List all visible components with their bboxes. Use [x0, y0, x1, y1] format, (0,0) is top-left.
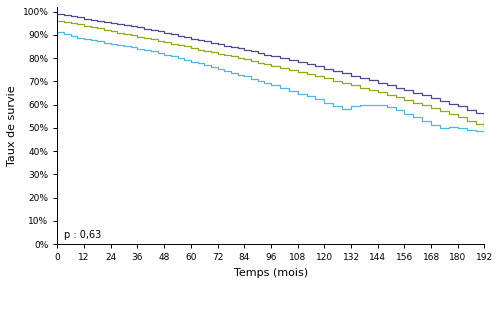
0	[322, 67, 328, 70]
2	[214, 67, 220, 71]
Legend: 0, 1, 2: 0, 1, 2	[184, 309, 358, 313]
1	[54, 19, 60, 23]
1	[154, 39, 160, 43]
1	[214, 52, 220, 56]
1	[482, 127, 488, 131]
1	[74, 23, 80, 26]
Y-axis label: Taux de survie: Taux de survie	[7, 85, 17, 166]
0	[74, 16, 80, 19]
0	[330, 69, 336, 73]
0	[154, 29, 160, 33]
2	[482, 128, 488, 132]
2	[68, 34, 73, 38]
2	[322, 101, 328, 105]
2	[74, 36, 80, 39]
1	[330, 79, 336, 83]
0	[54, 12, 60, 16]
0	[214, 42, 220, 46]
Line: 2: 2	[58, 32, 484, 131]
0	[68, 15, 73, 18]
2	[330, 104, 336, 107]
2	[472, 129, 478, 133]
X-axis label: Temps (mois): Temps (mois)	[234, 268, 308, 278]
2	[54, 30, 60, 34]
1	[322, 76, 328, 80]
Line: 1: 1	[58, 21, 484, 129]
2	[154, 51, 160, 55]
1	[68, 21, 73, 25]
0	[482, 124, 488, 127]
Text: p : 0,63: p : 0,63	[64, 230, 102, 240]
Line: 0: 0	[58, 14, 484, 126]
